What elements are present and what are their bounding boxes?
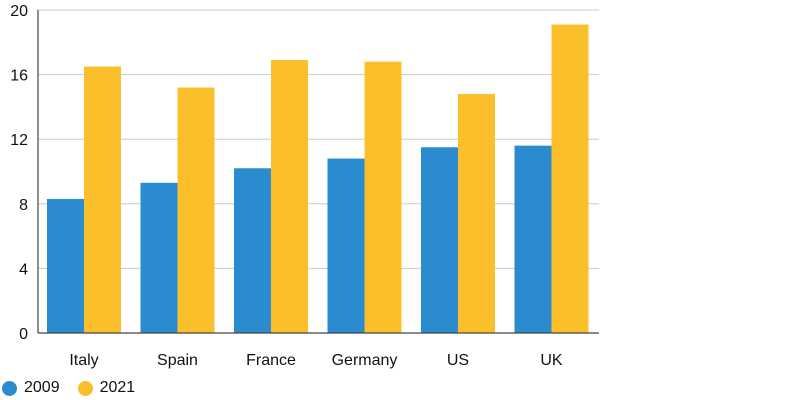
- bar-germany-2021: [364, 61, 402, 334]
- x-tick-label-us: US: [447, 352, 469, 369]
- axes: [37, 10, 599, 334]
- bars: [47, 24, 589, 334]
- bar-germany-2009: [327, 158, 365, 333]
- bar-us-2009: [421, 147, 458, 333]
- legend: 2009 2021: [2, 376, 135, 400]
- x-tick-label-france: France: [246, 352, 296, 369]
- bar-us-2021: [458, 93, 495, 333]
- y-tick-label-12: 12: [10, 132, 28, 149]
- legend-swatch-2009: [2, 380, 17, 396]
- legend-swatch-2021: [77, 380, 93, 396]
- bar-spain-2021: [177, 87, 215, 334]
- legend-label-2009: 2009: [24, 379, 60, 396]
- bar-france-2021: [271, 60, 308, 333]
- x-tick-label-uk: UK: [540, 352, 563, 369]
- bar-spain-2009: [140, 182, 178, 333]
- legend-label-2021: 2021: [99, 379, 136, 396]
- y-tick-label-16: 16: [10, 68, 28, 85]
- y-tick-label-8: 8: [19, 197, 28, 214]
- bar-uk-2009: [514, 145, 552, 333]
- bar-italy-2009: [47, 198, 84, 333]
- y-tick-label-0: 0: [19, 326, 28, 343]
- y-tick-label-20: 20: [10, 3, 28, 20]
- x-tick-label-germany: Germany: [332, 352, 398, 369]
- bar-italy-2021: [84, 66, 121, 334]
- bar-france-2009: [234, 168, 271, 333]
- x-tick-label-spain: Spain: [157, 352, 198, 369]
- x-tick-label-italy: Italy: [69, 352, 98, 369]
- gridlines: [38, 9, 599, 269]
- legend-item-2021: 2021: [77, 379, 136, 397]
- bar-uk-2021: [551, 24, 589, 333]
- legend-item-2009: 2009: [2, 379, 60, 397]
- x-tick-labels: Italy Spain France Germany US UK: [69, 352, 563, 369]
- y-tick-label-4: 4: [19, 261, 28, 278]
- y-tick-labels: 0 4 8 12 16 20: [10, 3, 28, 343]
